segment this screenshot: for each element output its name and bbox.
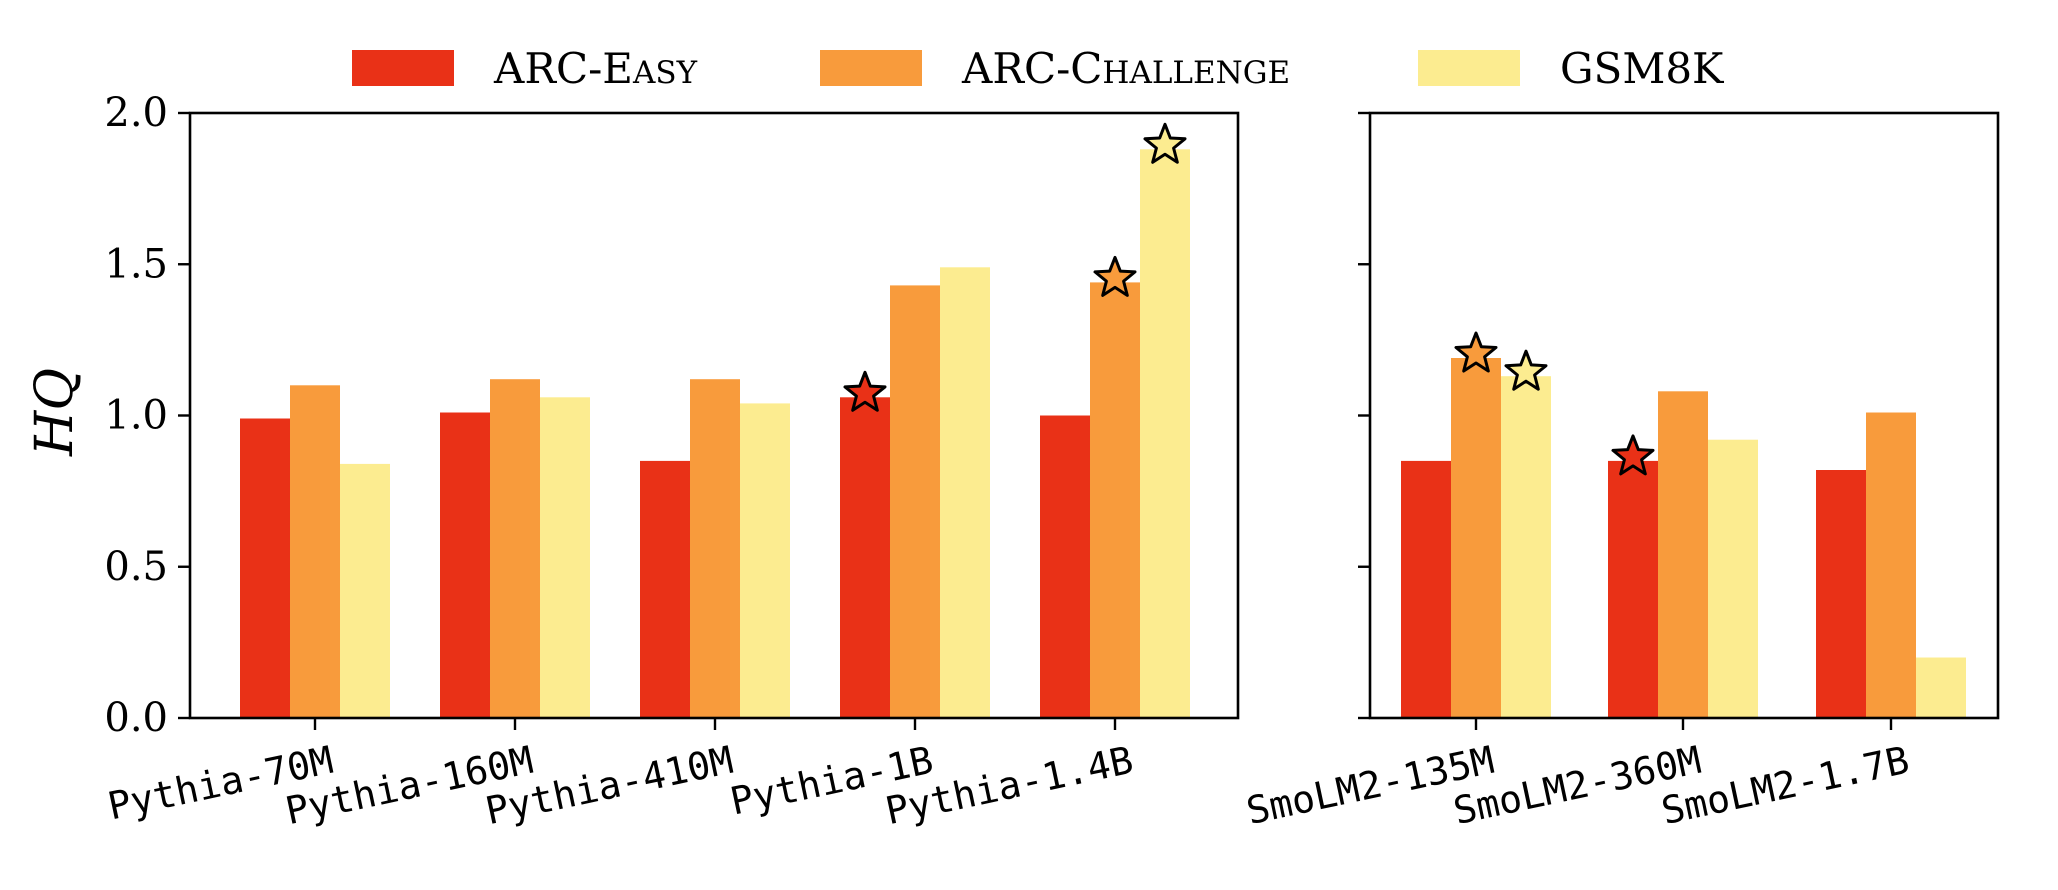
bar-arc_easy-pythia-410m bbox=[640, 460, 690, 718]
star-icon bbox=[1611, 434, 1655, 476]
star-icon bbox=[1504, 349, 1548, 391]
star-icon bbox=[1093, 255, 1137, 297]
bar-gsm8k-pythia-160m bbox=[540, 397, 590, 718]
bar-arc_easy-pythia-1b bbox=[840, 397, 890, 718]
star-icon bbox=[1454, 331, 1498, 373]
bar-arc_challenge-smolm2-360m bbox=[1658, 391, 1708, 718]
legend-swatch-arc_easy bbox=[352, 50, 454, 86]
y-tick-label: 1.5 bbox=[104, 241, 168, 287]
y-tick-label: 0.0 bbox=[104, 695, 168, 741]
bar-arc_challenge-pythia-410m bbox=[690, 379, 740, 718]
bar-gsm8k-smolm2-135m bbox=[1501, 376, 1551, 718]
bar-gsm8k-pythia-1-4b bbox=[1140, 149, 1190, 719]
bar-arc_easy-pythia-70m bbox=[240, 418, 290, 718]
left-panel-pythia: 0.00.51.01.52.0Pythia-70MPythia-160MPyth… bbox=[104, 90, 1240, 833]
bar-arc_easy-smolm2-360m bbox=[1608, 460, 1658, 718]
legend-label-arc_easy: ARC-EASY bbox=[493, 44, 698, 93]
bar-arc_challenge-pythia-70m bbox=[290, 385, 340, 719]
bar-arc_easy-smolm2-135m bbox=[1401, 460, 1451, 718]
bar-arc_challenge-pythia-1b bbox=[890, 285, 940, 718]
legend-label-gsm8k: GSM8K bbox=[1560, 44, 1725, 93]
star-icon bbox=[1143, 122, 1187, 164]
bar-arc_challenge-pythia-160m bbox=[490, 379, 540, 718]
legend-swatch-arc_challenge bbox=[820, 50, 922, 86]
bar-gsm8k-pythia-410m bbox=[740, 403, 790, 718]
bar-arc_easy-smolm2-1-7b bbox=[1816, 470, 1866, 718]
y-tick-label: 1.0 bbox=[104, 393, 168, 439]
bar-gsm8k-pythia-1b bbox=[940, 267, 990, 718]
y-axis-label: HQ bbox=[25, 368, 85, 457]
bar-arc_challenge-smolm2-1-7b bbox=[1866, 412, 1916, 718]
bar-arc_easy-pythia-1-4b bbox=[1040, 415, 1090, 718]
bar-gsm8k-pythia-70m bbox=[340, 463, 390, 718]
bar-arc_challenge-pythia-1-4b bbox=[1090, 282, 1140, 718]
y-tick-label: 0.5 bbox=[104, 544, 168, 590]
legend-swatch-gsm8k bbox=[1418, 50, 1520, 86]
y-tick-label: 2.0 bbox=[104, 90, 168, 136]
bar-gsm8k-smolm2-360m bbox=[1708, 439, 1758, 718]
legend: ARC-EASY ARC-CHALLENGE GSM8K bbox=[352, 44, 1725, 93]
legend-label-arc_challenge: ARC-CHALLENGE bbox=[961, 44, 1290, 93]
bar-gsm8k-smolm2-1-7b bbox=[1916, 657, 1966, 718]
bar-arc_easy-pythia-160m bbox=[440, 412, 490, 718]
bar-arc_challenge-smolm2-135m bbox=[1451, 358, 1501, 718]
star-icon bbox=[843, 370, 887, 412]
